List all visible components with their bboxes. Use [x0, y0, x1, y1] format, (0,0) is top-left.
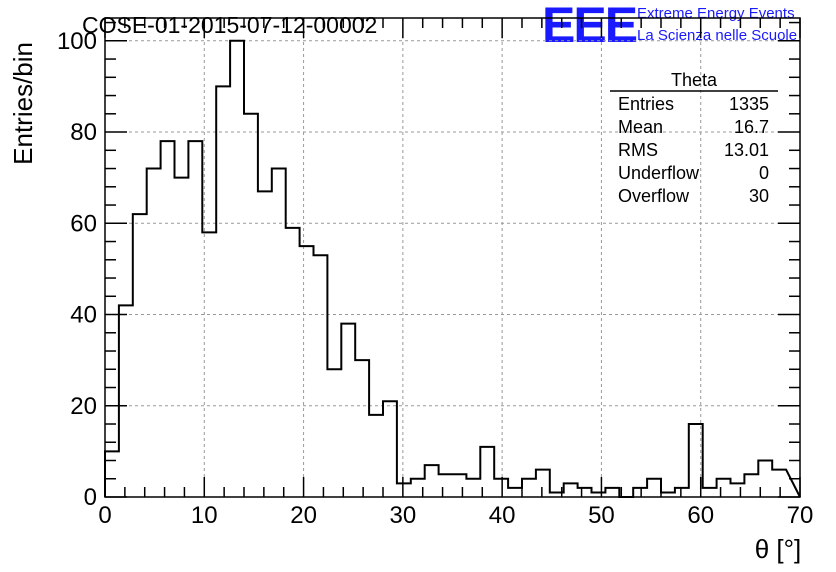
stats-row-value: 1335 — [729, 94, 769, 114]
histogram-bin — [355, 360, 369, 497]
histogram-bin — [216, 86, 230, 497]
logo-text: EEE — [542, 0, 637, 53]
plot-frame-rect — [104, 17, 801, 498]
histogram-bin — [327, 369, 341, 497]
stats-row-value: 0 — [759, 163, 769, 183]
y-tick-label: 80 — [70, 119, 97, 146]
histogram-bin — [202, 232, 216, 497]
histogram-bin — [494, 479, 508, 497]
histogram-bin — [731, 483, 745, 497]
histogram-bin — [341, 324, 355, 497]
histogram-bin — [300, 246, 314, 497]
x-tick-label: 70 — [787, 502, 814, 529]
histogram-bin — [425, 465, 439, 497]
x-tick-label: 30 — [390, 502, 417, 529]
y-axis-label: Entries/bin — [8, 42, 38, 165]
histogram-series — [104, 39, 801, 498]
stats-row-label: Mean — [618, 117, 663, 137]
histogram-bin — [272, 169, 286, 497]
stats-row-value: 30 — [749, 186, 769, 206]
histogram-bin — [286, 228, 300, 497]
histogram-bin — [383, 401, 397, 497]
histogram-bin — [647, 479, 661, 497]
histogram-bin — [105, 451, 119, 497]
histogram-bin — [397, 483, 411, 497]
histogram-bin — [564, 483, 578, 497]
histogram-bin — [133, 214, 147, 497]
x-tick-label: 10 — [191, 502, 218, 529]
histogram-bin — [675, 488, 689, 497]
axis-ticks — [104, 18, 801, 498]
stats-rows: Entries 1335 Mean 16.7 RMS 13.01 Underflow 0 Ove… — [618, 94, 769, 206]
histogram-bin — [703, 488, 717, 497]
histogram-bin — [147, 169, 161, 497]
run-title: COSE-01-2015-07-12-00002 — [82, 12, 377, 38]
tick-labels: 0 10 20 30 40 50 60 70 0 20 40 60 80 100 — [57, 28, 813, 529]
stats-box: Theta Entries 1335 Mean 16.7 RMS 13.01 Underfl… — [610, 70, 778, 206]
histogram-bin — [633, 488, 647, 497]
histogram-bin — [230, 41, 244, 497]
stats-name: Theta — [671, 70, 718, 90]
grid-lines — [105, 18, 800, 497]
histogram-bin — [536, 470, 550, 497]
histogram-bin — [744, 474, 758, 497]
histogram-bin — [508, 488, 522, 497]
x-tick-label: 20 — [290, 502, 317, 529]
histogram-bin — [314, 255, 328, 497]
histogram-bin — [772, 470, 786, 497]
histogram-bin — [717, 479, 731, 497]
histogram-bin — [578, 488, 592, 497]
histogram-bin — [369, 415, 383, 497]
histogram-bin — [161, 141, 175, 497]
stats-row-label: Overflow — [618, 186, 690, 206]
y-tick-label: 60 — [70, 210, 97, 237]
histogram-bin — [175, 178, 189, 497]
y-tick-label: 0 — [84, 484, 97, 511]
x-axis-label: θ [°] — [755, 534, 802, 564]
histogram-line — [104, 39, 801, 498]
plot-frame — [104, 17, 801, 498]
histogram-bin — [605, 488, 619, 497]
y-tick-label: 20 — [70, 393, 97, 420]
stats-row-value: 16.7 — [734, 117, 769, 137]
stats-row-label: Entries — [618, 94, 674, 114]
x-tick-label: 50 — [588, 502, 615, 529]
y-tick-label: 100 — [57, 28, 97, 55]
histogram-bin — [439, 474, 453, 497]
eee-logo: EEE Extreme Energy Events La Scienza nel… — [542, 0, 797, 53]
x-tick-label: 60 — [687, 502, 714, 529]
stats-row-label: Underflow — [618, 163, 700, 183]
histogram-bin — [522, 479, 536, 497]
stats-row-label: RMS — [618, 140, 658, 160]
histogram-bin — [244, 114, 258, 497]
histogram-bin — [466, 479, 480, 497]
y-tick-label: 40 — [70, 302, 97, 329]
histogram-bin — [119, 305, 133, 497]
histogram-bin — [453, 474, 467, 497]
histogram-bin — [188, 141, 202, 497]
histogram-bin — [258, 191, 272, 497]
x-tick-label: 40 — [489, 502, 516, 529]
logo-line-2: La Scienza nelle Scuole — [637, 27, 797, 44]
x-tick-label: 0 — [98, 502, 111, 529]
stats-row-value: 13.01 — [724, 140, 769, 160]
